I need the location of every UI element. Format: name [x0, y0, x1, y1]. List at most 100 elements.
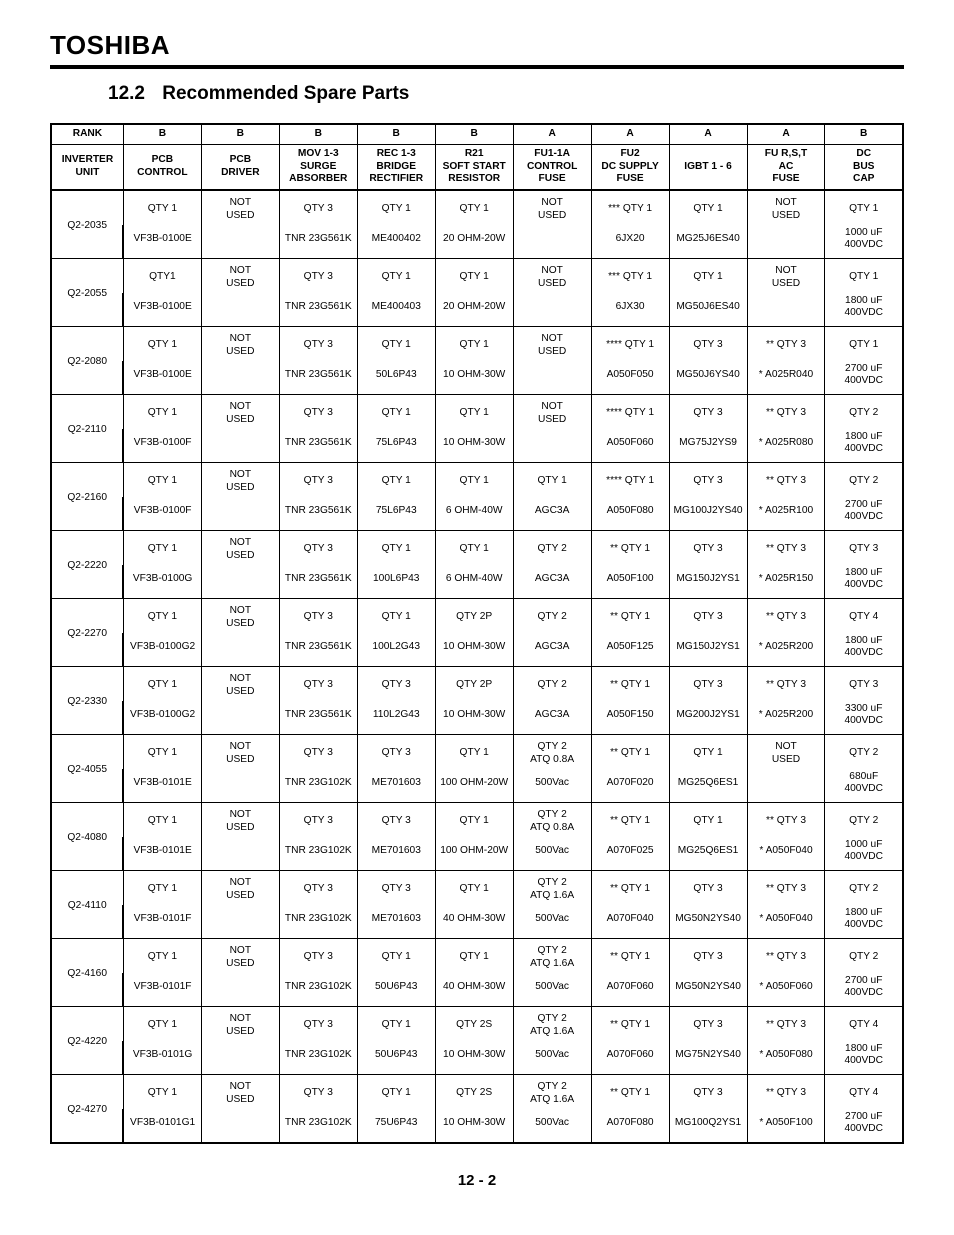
cell-top: ** QTY 1: [591, 735, 669, 769]
section-number: 12.2: [108, 83, 145, 104]
cell-bot: * A025R100: [747, 497, 825, 531]
cell-bot: A070F040: [591, 905, 669, 939]
rank-col-4: B: [435, 124, 513, 144]
cell-bot: TNR 23G102K: [279, 769, 357, 803]
cell-top: QTY 2: [825, 871, 903, 905]
table-row: Q2-4055QTY 1NOTUSEDQTY 3QTY 3QTY 1QTY 2A…: [51, 735, 903, 769]
cell-top: ** QTY 3: [747, 1007, 825, 1041]
cell-bot: 2700 uF400VDC: [825, 497, 903, 531]
cell-bot: ME400403: [357, 293, 435, 327]
table-row: Q2-2110QTY 1NOTUSEDQTY 3QTY 1QTY 1NOTUSE…: [51, 395, 903, 429]
cell-top: QTY 1: [357, 259, 435, 293]
cell-bot: [201, 769, 279, 803]
cell-bot: VF3B-0100E: [123, 293, 201, 327]
cell-bot: MG150J2YS1: [669, 633, 747, 667]
cell-top: QTY 3: [279, 463, 357, 497]
cell-bot: 500Vac: [513, 1109, 591, 1144]
col-head-6: FU2DC SUPPLYFUSE: [591, 144, 669, 190]
cell-top: QTY 1: [669, 803, 747, 837]
cell-bot: [747, 769, 825, 803]
table-row: VF3B-0100FTNR 23G561K75L6P4310 OHM-30WA0…: [51, 429, 903, 463]
cell-bot: [513, 293, 591, 327]
rank-col-0: B: [123, 124, 201, 144]
rank-col-2: B: [279, 124, 357, 144]
unit-label: INVERTERUNIT: [51, 144, 123, 190]
cell-top: QTY 3: [279, 327, 357, 361]
cell-top: QTY 2S: [435, 1075, 513, 1109]
cell-top: QTY 3: [279, 190, 357, 225]
cell-bot: 1800 uF400VDC: [825, 905, 903, 939]
cell-top: NOTUSED: [201, 259, 279, 293]
cell-bot: 2700 uF400VDC: [825, 973, 903, 1007]
cell-top: QTY 2ATQ 0.8A: [513, 803, 591, 837]
cell-top: QTY 1: [435, 190, 513, 225]
cell-top: QTY 3: [279, 599, 357, 633]
cell-bot: [747, 293, 825, 327]
cell-top: **** QTY 1: [591, 463, 669, 497]
col-head-3: REC 1-3BRIDGERECTIFIER: [357, 144, 435, 190]
cell-top: NOTUSED: [747, 190, 825, 225]
cell-top: QTY 3: [357, 667, 435, 701]
cell-bot: 500Vac: [513, 837, 591, 871]
cell-bot: 500Vac: [513, 905, 591, 939]
cell-top: QTY 3: [669, 395, 747, 429]
cell-top: QTY 1: [123, 599, 201, 633]
unit-cell: Q2-4055: [51, 735, 123, 803]
cell-top: *** QTY 1: [591, 190, 669, 225]
cell-top: NOTUSED: [201, 1075, 279, 1109]
cell-top: ** QTY 1: [591, 939, 669, 973]
cell-bot: * A025R200: [747, 633, 825, 667]
cell-top: QTY 1: [357, 190, 435, 225]
cell-top: QTY 3: [669, 327, 747, 361]
cell-top: ** QTY 3: [747, 531, 825, 565]
unit-cell: Q2-2270: [51, 599, 123, 667]
cell-top: QTY 2: [513, 599, 591, 633]
cell-top: QTY 1: [357, 531, 435, 565]
unit-cell: Q2-2220: [51, 531, 123, 599]
cell-top: NOTUSED: [513, 259, 591, 293]
table-row: Q2-4220QTY 1NOTUSEDQTY 3QTY 1QTY 2SQTY 2…: [51, 1007, 903, 1041]
cell-bot: TNR 23G561K: [279, 701, 357, 735]
cell-bot: VF3B-0100E: [123, 225, 201, 259]
cell-top: **** QTY 1: [591, 327, 669, 361]
rank-col-7: A: [669, 124, 747, 144]
unit-cell: Q2-2330: [51, 667, 123, 735]
cell-top: QTY 1: [123, 531, 201, 565]
cell-bot: * A050F060: [747, 973, 825, 1007]
cell-bot: 110L2G43: [357, 701, 435, 735]
cell-top: QTY 1: [357, 939, 435, 973]
cell-top: QTY 2: [513, 667, 591, 701]
cell-top: QTY 1: [435, 463, 513, 497]
cell-bot: 20 OHM-20W: [435, 293, 513, 327]
unit-cell: Q2-2160: [51, 463, 123, 531]
cell-top: QTY 2S: [435, 1007, 513, 1041]
spare-parts-table: RANKBBBBBAAAABINVERTERUNITPCBCONTROLPCBD…: [50, 123, 904, 1144]
cell-bot: VF3B-0101F: [123, 973, 201, 1007]
cell-bot: MG25Q6ES1: [669, 837, 747, 871]
cell-bot: A070F080: [591, 1109, 669, 1144]
cell-bot: A050F060: [591, 429, 669, 463]
cell-bot: 10 OHM-30W: [435, 633, 513, 667]
cell-top: QTY 1: [357, 395, 435, 429]
cell-top: QTY 1: [123, 871, 201, 905]
table-row: Q2-2330QTY 1NOTUSEDQTY 3QTY 3QTY 2PQTY 2…: [51, 667, 903, 701]
cell-bot: TNR 23G561K: [279, 293, 357, 327]
cell-top: QTY 3: [357, 735, 435, 769]
rank-label: RANK: [51, 124, 123, 144]
cell-top: QTY 1: [435, 327, 513, 361]
cell-bot: 6JX30: [591, 293, 669, 327]
cell-bot: [513, 225, 591, 259]
cell-bot: 20 OHM-20W: [435, 225, 513, 259]
cell-bot: 6 OHM-40W: [435, 565, 513, 599]
table-row: VF3B-0100ETNR 23G561K50L6P4310 OHM-30WA0…: [51, 361, 903, 395]
cell-bot: A070F025: [591, 837, 669, 871]
cell-top: NOTUSED: [201, 395, 279, 429]
cell-bot: MG50N2YS40: [669, 973, 747, 1007]
cell-top: NOTUSED: [201, 1007, 279, 1041]
table-row: Q2-2160QTY 1NOTUSEDQTY 3QTY 1QTY 1QTY 1*…: [51, 463, 903, 497]
cell-bot: A050F150: [591, 701, 669, 735]
cell-top: ** QTY 3: [747, 939, 825, 973]
table-row: Q2-4110QTY 1NOTUSEDQTY 3QTY 3QTY 1QTY 2A…: [51, 871, 903, 905]
table-row: Q2-4160QTY 1NOTUSEDQTY 3QTY 1QTY 1QTY 2A…: [51, 939, 903, 973]
cell-bot: 10 OHM-30W: [435, 1109, 513, 1144]
